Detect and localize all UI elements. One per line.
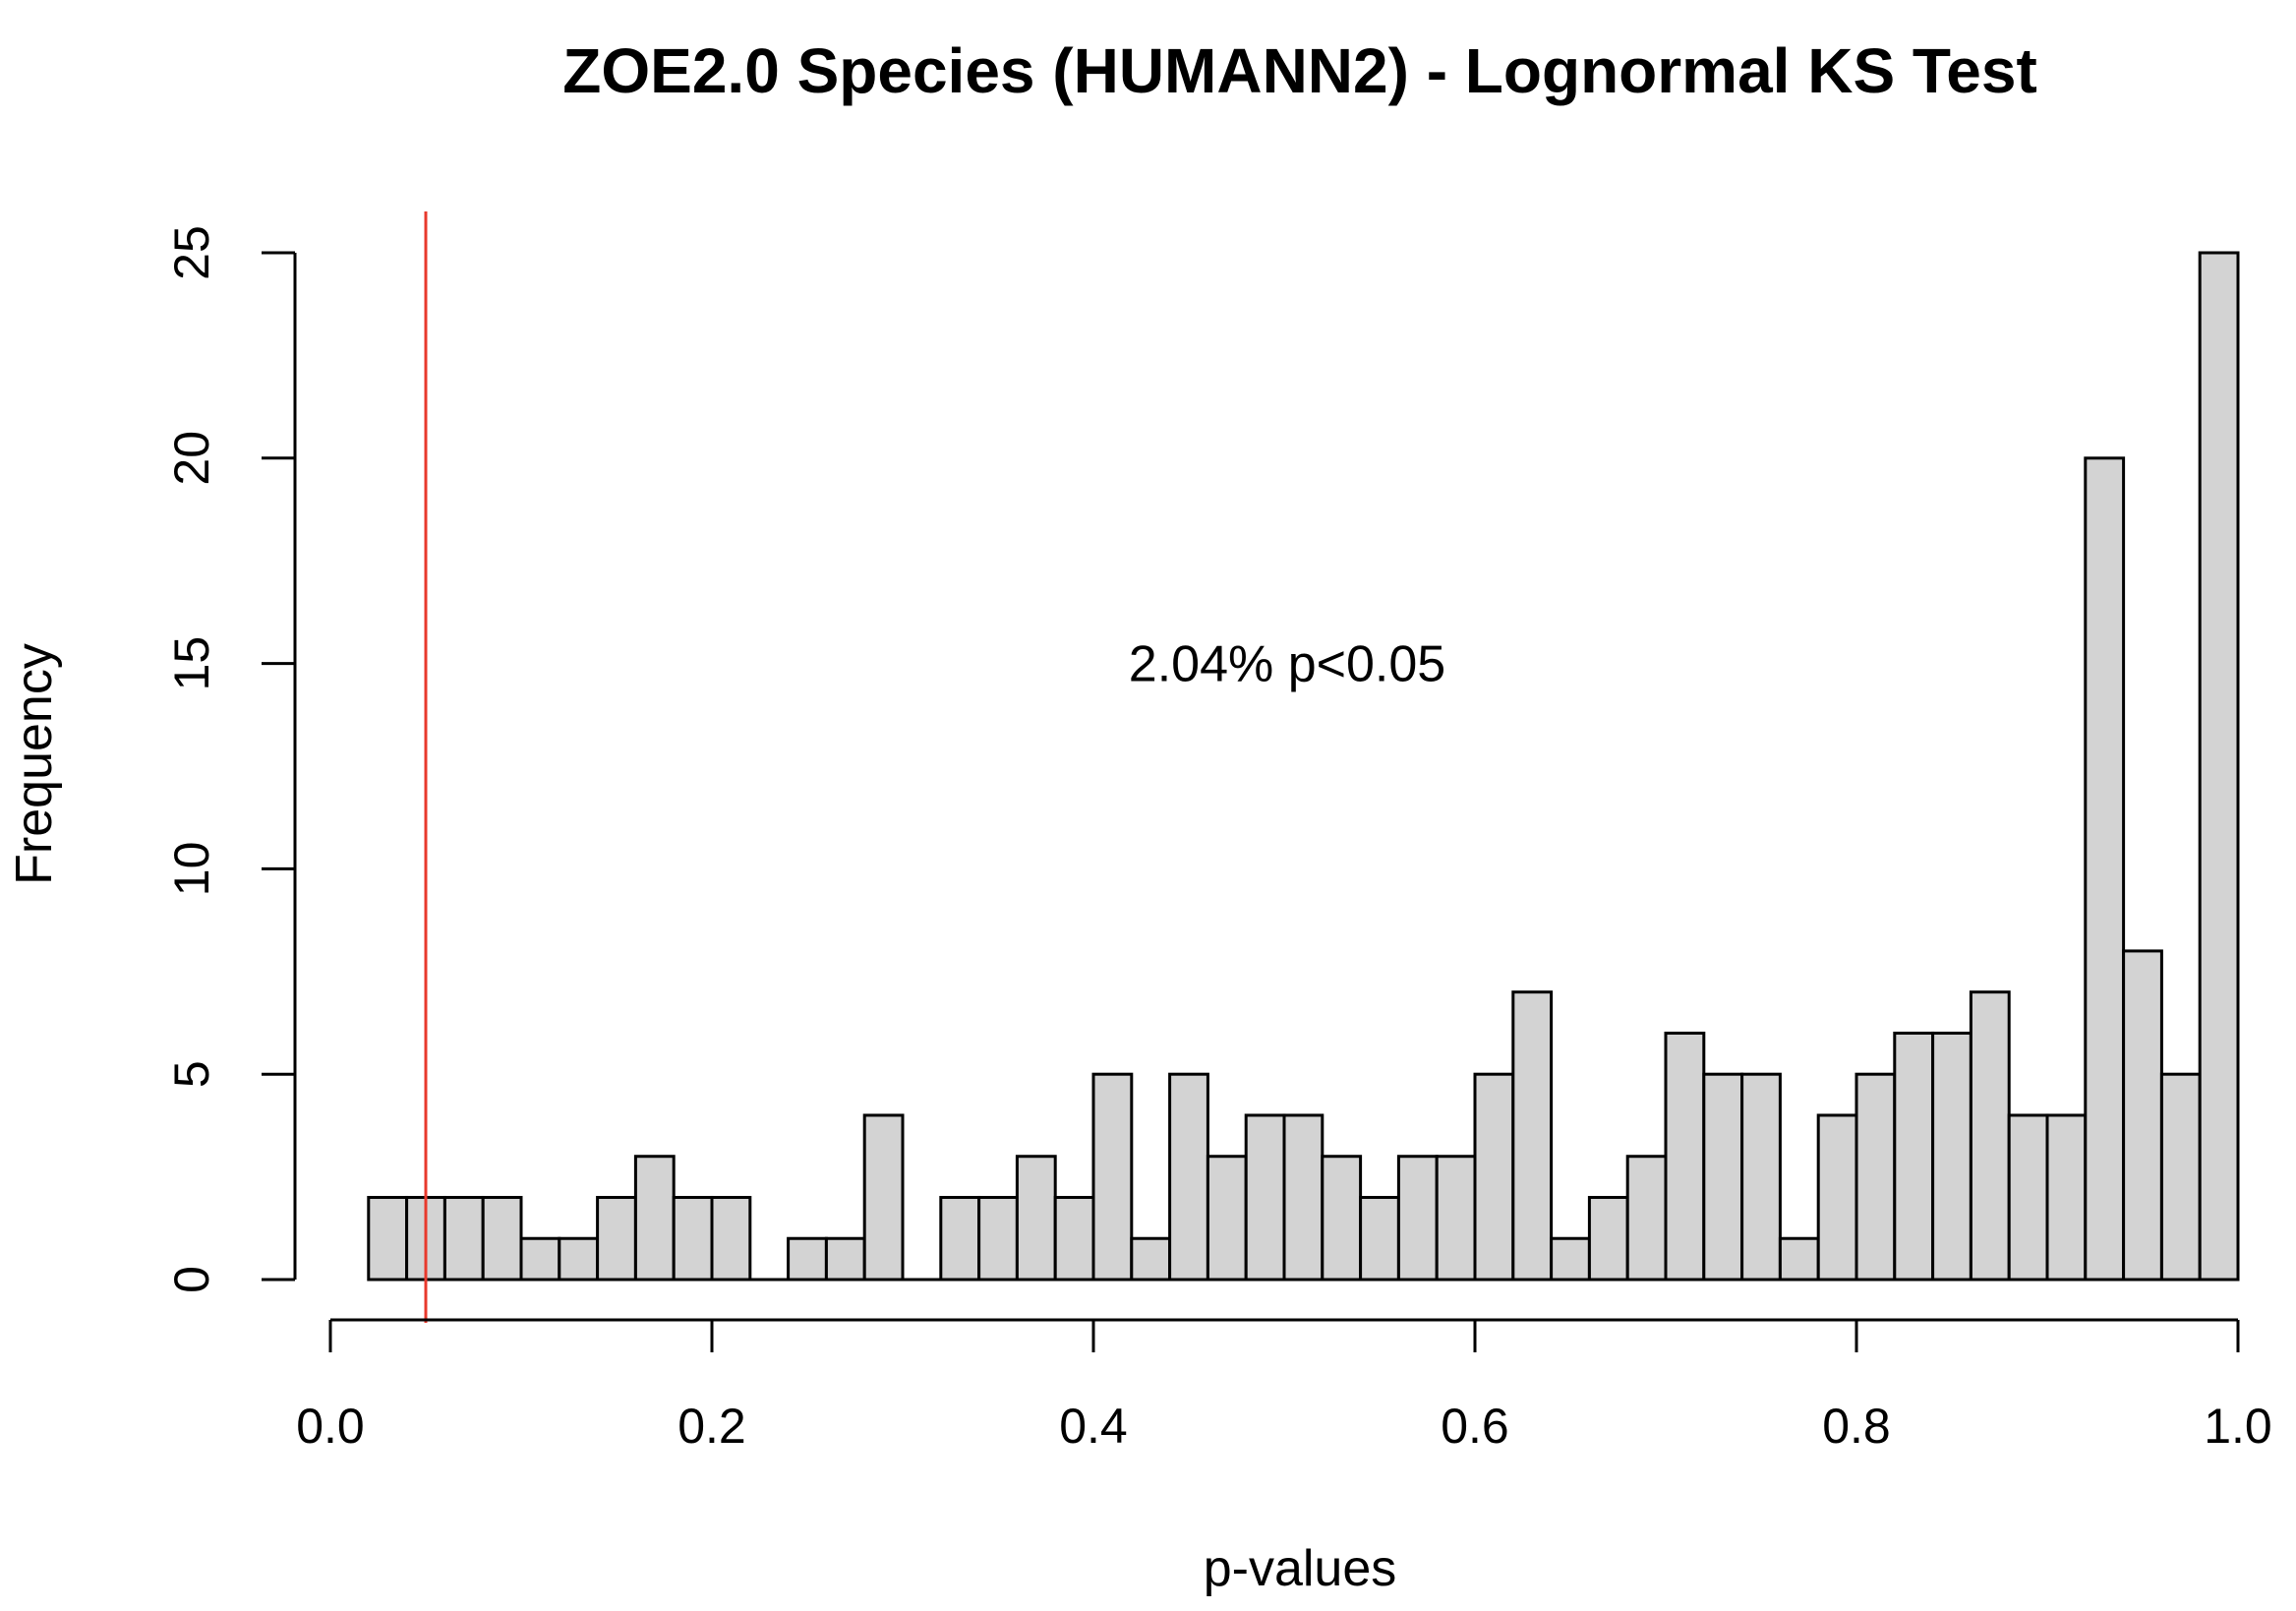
histogram-bar [1587,1195,1629,1282]
histogram-bar [1778,1236,1820,1282]
histogram-bar [1321,1155,1363,1282]
histogram-bar [862,1113,905,1282]
histogram-bar [1282,1113,1325,1282]
histogram-bar [1244,1113,1286,1282]
histogram-bar [2198,251,2240,1282]
y-tick-label: 20 [164,431,219,486]
chart-title: ZOE2.0 Species (HUMANN2) - Lognormal KS … [562,35,2037,106]
histogram-bar [787,1236,828,1282]
histogram-bar [1625,1155,1668,1282]
histogram-bar [481,1195,523,1282]
y-axis: 0 5 10 15 20 25 [164,225,297,1293]
histogram-bar [2159,1072,2202,1282]
histogram-bar [1969,990,2011,1282]
bars-group [367,251,2240,1282]
y-tick-label: 15 [164,636,219,691]
histogram-bar [519,1236,561,1282]
histogram-bar [977,1195,1019,1282]
histogram-bar [1168,1072,1209,1282]
histogram-bar [1550,1236,1591,1282]
histogram-bar [1206,1155,1248,1282]
histogram-bar [367,1195,409,1282]
histogram-bar [1740,1072,1782,1282]
histogram-bar [1359,1195,1400,1282]
histogram-bar [1511,990,1554,1282]
histogram-bar [710,1195,752,1282]
y-tick-label: 25 [164,225,219,280]
histogram-bar [2084,456,2126,1282]
histogram-bar [1702,1072,1744,1282]
histogram-bar [1435,1155,1477,1282]
histogram-bar [1893,1031,1935,1282]
y-tick-label: 5 [164,1060,219,1088]
x-tick-label: 0.2 [677,1399,746,1454]
histogram-bar [672,1195,714,1282]
histogram-bar [2122,949,2163,1282]
histogram-bar [2007,1113,2049,1282]
histogram-bar [1091,1072,1134,1282]
histogram-bar [558,1236,600,1282]
histogram-bar [2045,1113,2088,1282]
x-tick-label: 0.4 [1059,1399,1128,1454]
y-tick-label: 0 [164,1266,219,1293]
histogram-bar [596,1195,637,1282]
histogram-bar [1816,1113,1858,1282]
histogram-bar [1664,1031,1706,1282]
histogram-bar [1473,1072,1515,1282]
x-tick-label: 0.8 [1822,1399,1891,1454]
histogram-bar [1015,1155,1057,1282]
histogram-bar [1130,1236,1172,1282]
x-axis: 0.0 0.2 0.4 0.6 0.8 1.0 [296,1318,2272,1454]
x-tick-label: 0.6 [1441,1399,1509,1454]
y-axis-label: Frequency [6,643,63,885]
histogram-bar [442,1195,485,1282]
x-tick-label: 1.0 [2204,1399,2272,1454]
histogram-bar [1931,1031,1972,1282]
histogram-bar [824,1236,866,1282]
histogram-bar [939,1195,981,1282]
annotation-text: 2.04% p<0.05 [1129,636,1445,693]
histogram-bar [1854,1072,1897,1282]
y-tick-label: 10 [164,842,219,897]
x-axis-label: p-values [1204,1540,1397,1597]
x-tick-label: 0.0 [296,1399,365,1454]
histogram-bar [1053,1195,1095,1282]
histogram-bar [1396,1155,1439,1282]
histogram-bar [633,1155,676,1282]
